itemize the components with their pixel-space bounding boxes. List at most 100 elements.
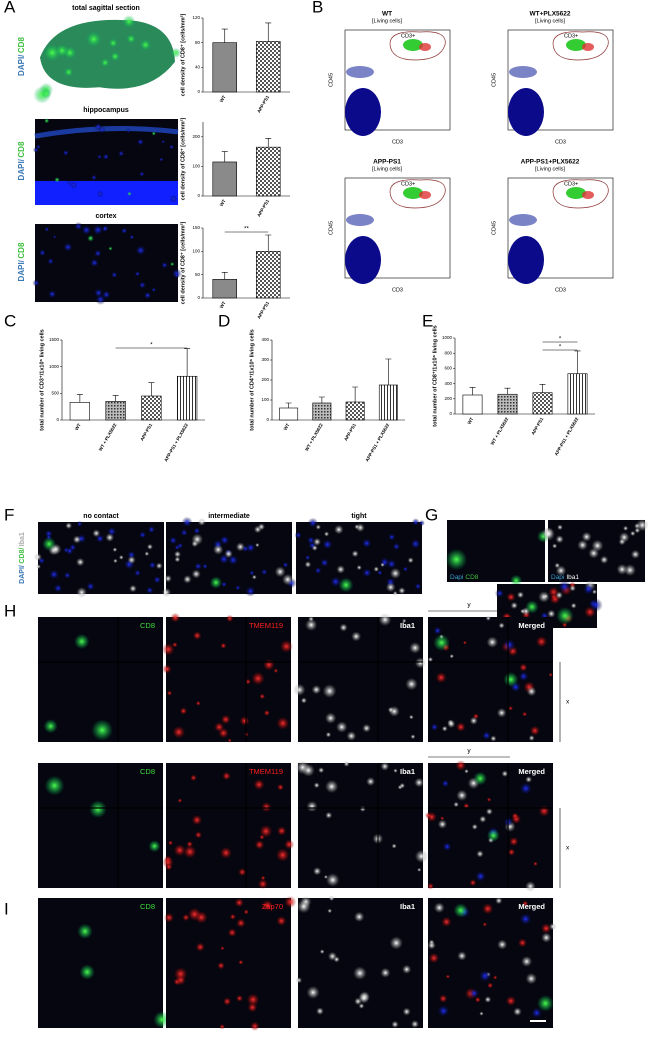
gate <box>552 179 609 209</box>
axis-label: CD45 <box>491 221 497 235</box>
plot-subtitle: [Living cells] <box>535 18 565 24</box>
cell <box>48 568 60 581</box>
cell <box>414 657 426 669</box>
cell <box>201 563 209 570</box>
image-bg <box>38 898 163 1028</box>
micrograph <box>294 517 425 596</box>
bar <box>567 373 588 415</box>
column-title: no contact <box>83 513 119 520</box>
cell <box>261 899 274 912</box>
cell <box>306 800 318 813</box>
x-tick-label: WT <box>219 300 227 309</box>
label-part: DAPI/ <box>17 259 26 281</box>
label-part: DAPI/ <box>17 54 26 76</box>
cell <box>183 845 197 859</box>
cell <box>160 261 169 269</box>
cell <box>197 518 206 526</box>
cell <box>478 969 492 983</box>
cell-cloud <box>346 66 374 78</box>
cell <box>354 911 365 923</box>
cell <box>105 533 115 542</box>
x-tick-label: APP-PS1 <box>256 300 270 320</box>
image-title: hippocampus <box>83 107 129 114</box>
cell <box>358 992 370 1004</box>
cell <box>65 522 73 530</box>
cell <box>85 581 96 592</box>
cell <box>170 47 182 59</box>
x-tick-label: APP-PS1 <box>256 94 270 114</box>
cell <box>414 777 424 788</box>
cell <box>618 538 626 546</box>
cell <box>356 564 362 571</box>
gate-label: CD3+ <box>564 33 578 39</box>
cell <box>387 706 394 713</box>
x-tick-label: WT <box>219 198 227 207</box>
y-tick-label: 0 <box>197 295 200 300</box>
y-tick-label: 800 <box>444 350 452 355</box>
cell <box>535 635 548 648</box>
cell <box>100 58 110 68</box>
channel-label: CD8 <box>140 767 155 776</box>
micrograph <box>427 897 557 1028</box>
cd3-cloud <box>403 187 423 199</box>
cell <box>97 190 104 198</box>
cell <box>405 677 418 691</box>
x-tick-label: WT <box>283 422 291 431</box>
bar <box>312 402 332 421</box>
cell <box>52 234 57 239</box>
image-bg <box>166 763 291 888</box>
y-tick-label: 0 <box>197 193 200 198</box>
cell <box>538 805 550 817</box>
cell <box>385 582 396 593</box>
cell <box>180 528 189 537</box>
cell <box>481 730 492 741</box>
error-bar <box>76 394 83 403</box>
cell <box>62 149 70 157</box>
cell <box>361 567 373 578</box>
brain <box>40 19 175 89</box>
label-part: Iba1 <box>19 532 26 546</box>
cell <box>53 583 63 594</box>
x-tick-label: APP-PS1 <box>256 198 270 218</box>
axis-label: y <box>467 748 471 755</box>
cell <box>191 814 203 826</box>
cell <box>376 569 383 576</box>
cell <box>509 836 519 847</box>
image-label: Dapi CD8 <box>450 574 479 581</box>
cell <box>591 539 604 552</box>
cell <box>172 641 178 648</box>
cell <box>392 590 398 596</box>
y-tick-label: 200 <box>192 134 200 139</box>
cell <box>453 903 468 918</box>
cell <box>63 546 70 554</box>
cell <box>402 566 409 573</box>
cell <box>577 539 588 551</box>
bar <box>212 161 238 197</box>
cell <box>302 763 315 777</box>
cell <box>133 569 142 577</box>
cell <box>486 797 492 802</box>
micrograph <box>38 763 163 888</box>
cell <box>102 153 110 161</box>
error-bar <box>504 387 511 395</box>
cell <box>217 961 225 970</box>
cell <box>220 846 232 859</box>
axis-label: total number of CD8⁺/1x10⁶ living cells <box>431 325 438 426</box>
significance: * <box>559 345 562 351</box>
cell <box>77 923 93 940</box>
cell <box>89 258 100 268</box>
cell <box>164 574 172 583</box>
error-bar <box>265 234 272 252</box>
cell <box>281 573 294 586</box>
cell <box>32 279 41 287</box>
cell <box>234 584 241 591</box>
cell <box>380 562 385 568</box>
cell <box>108 246 113 251</box>
label-part: DAPI/ <box>19 565 26 584</box>
cell <box>126 34 136 44</box>
cell <box>191 569 201 579</box>
cell <box>260 875 266 881</box>
cell <box>89 800 107 819</box>
cell <box>257 878 268 890</box>
cell <box>193 562 203 571</box>
